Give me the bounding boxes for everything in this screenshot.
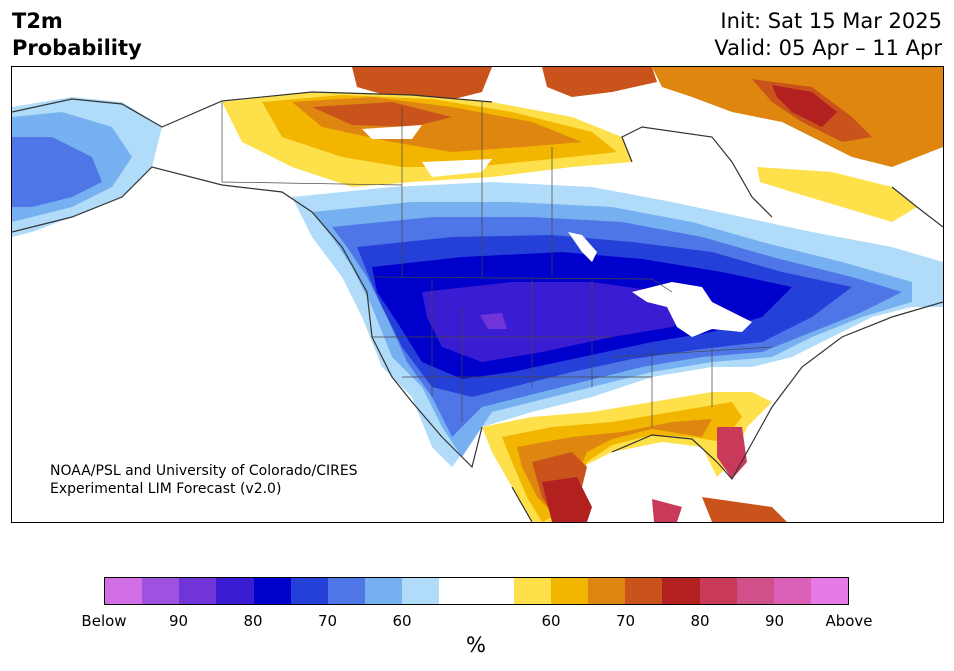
colorbar-cell <box>327 578 366 604</box>
credit-line-1: NOAA/PSL and University of Colorado/CIRE… <box>50 463 358 479</box>
valid-date: Valid: 05 Apr – 11 Apr <box>714 36 942 60</box>
colorbar-cell <box>105 578 143 604</box>
colorbar-tick-label: 70 <box>317 612 338 630</box>
colorbar-tick-label: Above <box>825 612 873 630</box>
colorbar-cell <box>290 578 328 604</box>
map-title: T2m Probability <box>12 8 142 62</box>
colorbar-tick-label: 80 <box>243 612 263 630</box>
colorbar-cell <box>365 578 403 604</box>
colorbar-unit: % <box>466 633 486 657</box>
colorbar-cell <box>810 578 849 604</box>
colorbar-cell <box>736 578 774 604</box>
forecast-dates: Init: Sat 15 Mar 2025 Valid: 05 Apr – 11… <box>714 8 942 62</box>
init-date: Init: Sat 15 Mar 2025 <box>720 9 942 33</box>
colorbar-cell <box>402 578 440 604</box>
colorbar-cell <box>625 578 663 604</box>
colorbar-tick-label: 90 <box>764 612 785 630</box>
colorbar-cell <box>550 578 589 604</box>
credit-line-2: Experimental LIM Forecast (v2.0) <box>50 481 281 497</box>
map-canvas: NOAA/PSL and University of Colorado/CIRE… <box>12 67 943 522</box>
colorbar-tick-label: 60 <box>541 612 561 630</box>
colorbar-tick-label: 70 <box>615 612 636 630</box>
colorbar-cell <box>142 578 180 604</box>
great-lakes <box>632 282 752 337</box>
colorbar-cell <box>476 578 514 604</box>
colorbar-tick-label: 90 <box>168 612 189 630</box>
arctic-islands <box>352 67 492 102</box>
colorbar-cell <box>662 578 700 604</box>
product-label: Probability <box>12 36 142 60</box>
colorbar-cell <box>513 578 551 604</box>
colorbar-cell <box>773 578 811 604</box>
coastlines <box>12 91 943 522</box>
colorbar-tick-label: 60 <box>392 612 412 630</box>
forecast-map: NOAA/PSL and University of Colorado/CIRE… <box>11 66 944 523</box>
colorbar-cell <box>253 578 291 604</box>
variable-label: T2m <box>12 9 63 33</box>
colorbar-tick-label: Below <box>81 612 127 630</box>
probability-colorbar <box>104 577 849 605</box>
colorbar-cell <box>588 578 626 604</box>
colorbar-cell <box>179 578 217 604</box>
political-borders <box>221 102 773 427</box>
colorbar-tick-label: 80 <box>690 612 710 630</box>
colorbar-cell <box>216 578 254 604</box>
colorbar-cell <box>439 578 477 604</box>
colorbar-cell <box>699 578 737 604</box>
